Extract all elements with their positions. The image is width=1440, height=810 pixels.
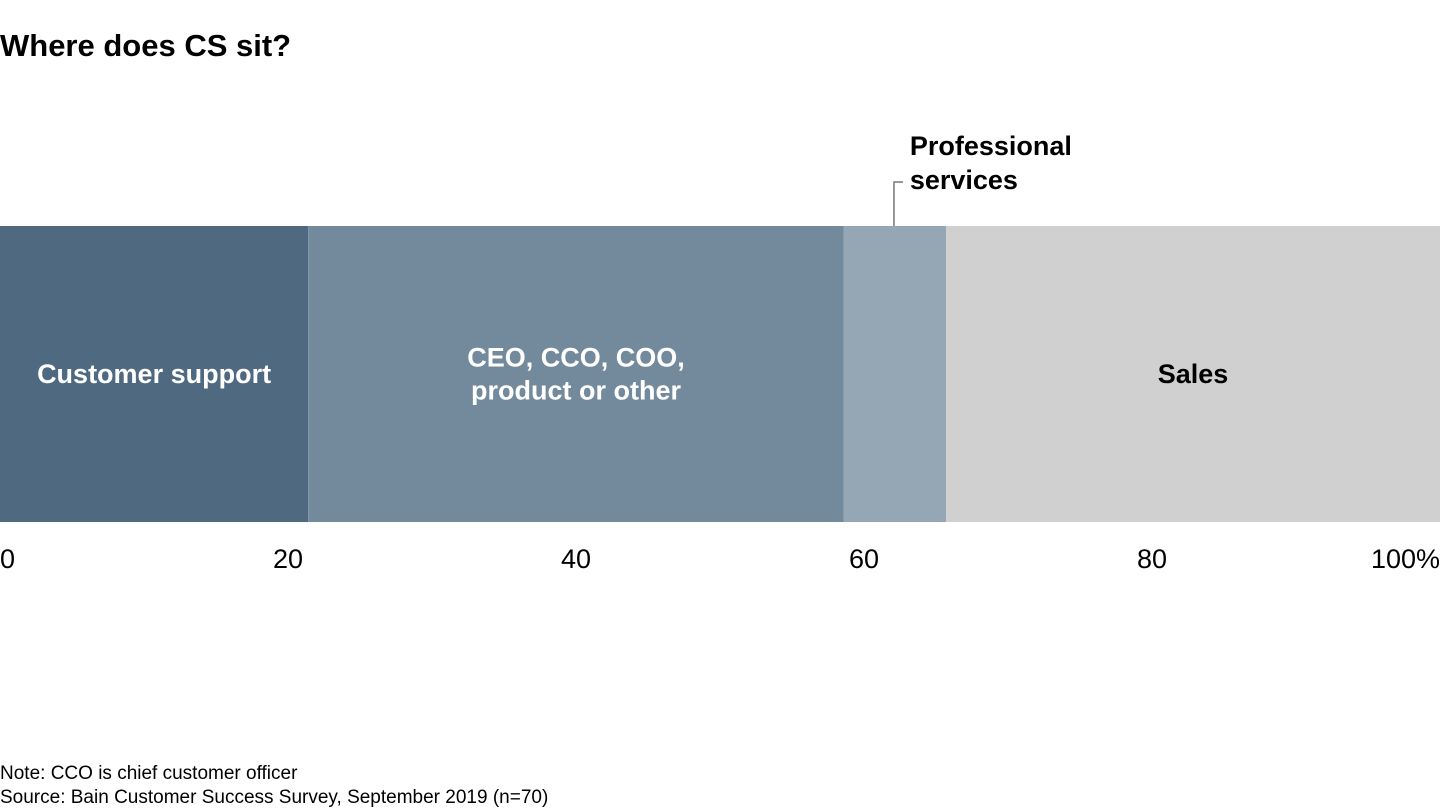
x-tick-label-60: 60 <box>849 544 879 574</box>
x-tick-label-0: 0 <box>0 544 15 574</box>
segment-label-sales-line-1: Sales <box>1158 359 1229 389</box>
stacked-bar-chart: Customer support CEO, CCO, COO,product or… <box>0 131 1440 574</box>
chart-title: Where does CS sit? <box>0 28 292 63</box>
bar-segment-sales <box>946 226 1440 522</box>
footnotes: Note: CCO is chief customer officer Sour… <box>0 762 548 810</box>
bar-segment-professional-services <box>843 226 947 522</box>
segment-label-customer-support-line-1: Customer support <box>37 359 271 389</box>
x-tick-label-40: 40 <box>561 544 591 574</box>
segment-label-professional-services-line-1: Professional <box>910 131 1072 161</box>
x-tick-label-80: 80 <box>1137 544 1167 574</box>
bar-segment-ceo-cco-coo-product-or-other <box>308 226 844 522</box>
segment-label-professional-services-line-2: services <box>910 165 1018 195</box>
x-tick-label-20: 20 <box>273 544 303 574</box>
segment-label-ceo-cco-coo-product-or-other-line-2: product or other <box>471 376 681 406</box>
bar-segment-customer-support <box>0 226 309 522</box>
x-tick-label-100: 100% <box>1371 544 1440 574</box>
leader-line-professional-services <box>893 181 903 226</box>
segment-label-ceo-cco-coo-product-or-other-line-1: CEO, CCO, COO, <box>467 343 685 373</box>
note-text: Note: CCO is chief customer officer <box>0 763 298 784</box>
source-text: Source: Bain Customer Success Survey, Se… <box>0 787 549 808</box>
